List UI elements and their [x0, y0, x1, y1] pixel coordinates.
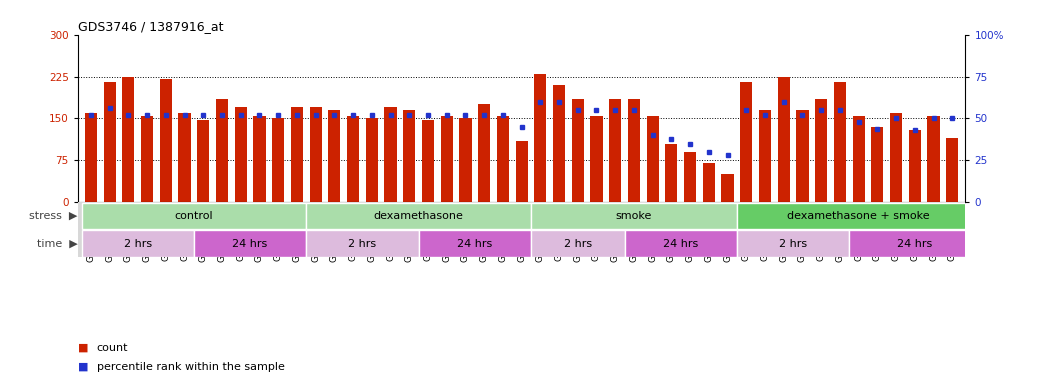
Bar: [531, 230, 625, 257]
Bar: [104, 82, 116, 202]
Text: percentile rank within the sample: percentile rank within the sample: [97, 362, 284, 372]
Bar: [440, 116, 453, 202]
Bar: [82, 230, 194, 257]
Bar: [291, 107, 303, 202]
Bar: [365, 118, 378, 202]
Text: ■: ■: [78, 362, 88, 372]
Text: stress  ▶: stress ▶: [29, 211, 78, 221]
Bar: [179, 113, 191, 202]
Bar: [421, 119, 434, 202]
Bar: [890, 113, 902, 202]
Text: 2 hrs: 2 hrs: [124, 238, 152, 248]
Bar: [849, 230, 980, 257]
Text: 24 hrs: 24 hrs: [233, 238, 268, 248]
Text: 24 hrs: 24 hrs: [897, 238, 932, 248]
Bar: [852, 116, 865, 202]
Bar: [516, 141, 527, 202]
Bar: [737, 230, 849, 257]
Bar: [235, 107, 247, 202]
Text: count: count: [97, 343, 128, 353]
Bar: [947, 138, 958, 202]
Bar: [927, 116, 939, 202]
Text: 24 hrs: 24 hrs: [663, 238, 699, 248]
Bar: [703, 163, 715, 202]
Bar: [403, 110, 415, 202]
Bar: [328, 110, 340, 202]
Bar: [628, 99, 640, 202]
Bar: [815, 99, 827, 202]
Bar: [197, 119, 210, 202]
Bar: [497, 116, 509, 202]
Bar: [160, 79, 172, 202]
Text: time  ▶: time ▶: [37, 238, 78, 248]
Text: 2 hrs: 2 hrs: [349, 238, 377, 248]
Bar: [535, 74, 546, 202]
Bar: [609, 99, 622, 202]
Bar: [216, 99, 228, 202]
Bar: [85, 113, 97, 202]
Text: 2 hrs: 2 hrs: [780, 238, 808, 248]
Text: dexamethasone + smoke: dexamethasone + smoke: [787, 211, 930, 221]
Bar: [309, 107, 322, 202]
Text: smoke: smoke: [616, 211, 652, 221]
Bar: [122, 76, 135, 202]
Bar: [347, 116, 359, 202]
Bar: [306, 230, 418, 257]
Bar: [665, 144, 678, 202]
Bar: [141, 116, 154, 202]
Bar: [479, 104, 490, 202]
Bar: [908, 130, 921, 202]
Bar: [834, 82, 846, 202]
Text: ■: ■: [78, 343, 88, 353]
Bar: [272, 118, 284, 202]
Bar: [740, 82, 753, 202]
Bar: [871, 127, 883, 202]
Bar: [625, 230, 737, 257]
Bar: [737, 203, 980, 229]
Text: dexamethasone: dexamethasone: [374, 211, 464, 221]
Bar: [194, 230, 306, 257]
Bar: [591, 116, 603, 202]
Text: GDS3746 / 1387916_at: GDS3746 / 1387916_at: [78, 20, 223, 33]
Bar: [253, 116, 266, 202]
Bar: [82, 203, 306, 229]
Bar: [306, 203, 531, 229]
Bar: [796, 110, 809, 202]
Bar: [553, 85, 565, 202]
Bar: [418, 230, 531, 257]
Bar: [777, 76, 790, 202]
Bar: [460, 118, 471, 202]
Bar: [684, 152, 696, 202]
Bar: [531, 203, 737, 229]
Bar: [384, 107, 397, 202]
Bar: [572, 99, 583, 202]
Bar: [721, 174, 734, 202]
Bar: [647, 116, 659, 202]
Text: 24 hrs: 24 hrs: [457, 238, 492, 248]
Bar: [759, 110, 771, 202]
Text: 2 hrs: 2 hrs: [564, 238, 592, 248]
Text: control: control: [174, 211, 213, 221]
